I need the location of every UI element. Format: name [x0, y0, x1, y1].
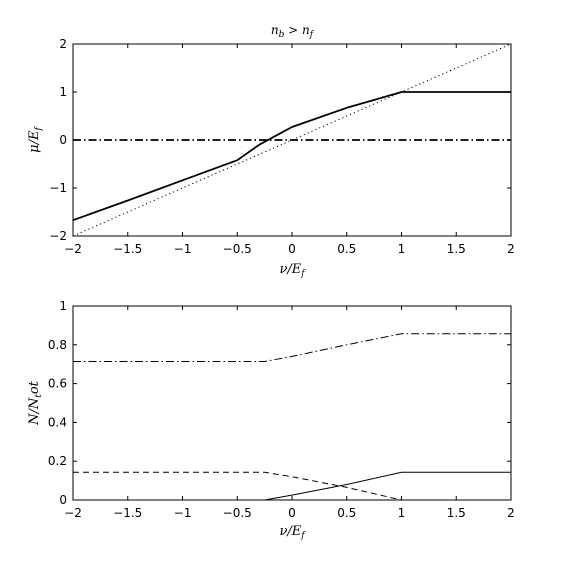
top-ytick-label: 2 — [59, 37, 67, 51]
bottom-xtick-label: 0 — [288, 506, 296, 520]
top-series-solid-thick — [72, 91, 511, 222]
top-xtick-label: 1 — [398, 242, 406, 256]
bottom-xtick-label: 1 — [398, 506, 406, 520]
bottom-xtick-label: −2 — [64, 506, 82, 520]
top-xtick-label: −1 — [174, 242, 192, 256]
bottom-ytick-label: 0.4 — [48, 415, 67, 429]
top-title: nb > nf — [271, 23, 315, 40]
bottom-xlabel: ν/Ef — [279, 524, 306, 541]
top-xtick-label: −2 — [64, 242, 82, 256]
top-xtick-label: 2 — [507, 242, 515, 256]
top-xtick-label: −0.5 — [223, 242, 252, 256]
top-xtick-label: 1.5 — [447, 242, 466, 256]
top-ytick-label: −1 — [49, 181, 67, 195]
top-ytick-label: 0 — [59, 133, 67, 147]
bottom-ytick-label: 0 — [59, 493, 67, 507]
top-ytick-label: 1 — [59, 85, 67, 99]
bottom-ytick-label: 0.6 — [48, 377, 67, 391]
bottom-xtick-label: −1.5 — [113, 506, 142, 520]
bottom-series-solid — [73, 471, 511, 501]
top-panel: nb > nf ν/Ef μ/Ef −2 −1.5 −1 −0.5 0 0.5 1 1.5 2 2… — [27, 23, 515, 279]
top-xtick-label: −1.5 — [113, 242, 142, 256]
bottom-xtick-label: 0.5 — [337, 506, 356, 520]
bottom-series-dash-dot — [73, 333, 511, 362]
top-xtick-label: 0 — [288, 242, 296, 256]
bottom-xtick-label: 2 — [507, 506, 515, 520]
bottom-panel: ν/Ef N/Ntot −2 −1.5 −1 −0.5 0 0.5 1 1.5 2 1 0.8 0.6… — [27, 299, 515, 541]
top-xtick-label: 0.5 — [337, 242, 356, 256]
bottom-ytick-label: 0.2 — [48, 454, 67, 468]
bottom-xtick-label: −1 — [174, 506, 192, 520]
bottom-plot-frame — [72, 305, 512, 501]
top-xlabel: ν/Ef — [279, 262, 306, 279]
bottom-series-dashed — [73, 471, 402, 501]
bottom-ytick-label: 0.8 — [48, 338, 67, 352]
bottom-ytick-label: 1 — [59, 299, 67, 313]
bottom-ylabel: N/Ntot — [27, 380, 44, 426]
top-ylabel: μ/Ef — [27, 126, 44, 153]
bottom-xtick-label: 1.5 — [447, 506, 466, 520]
bottom-xtick-label: −0.5 — [223, 506, 252, 520]
top-ytick-label: −2 — [49, 229, 67, 243]
